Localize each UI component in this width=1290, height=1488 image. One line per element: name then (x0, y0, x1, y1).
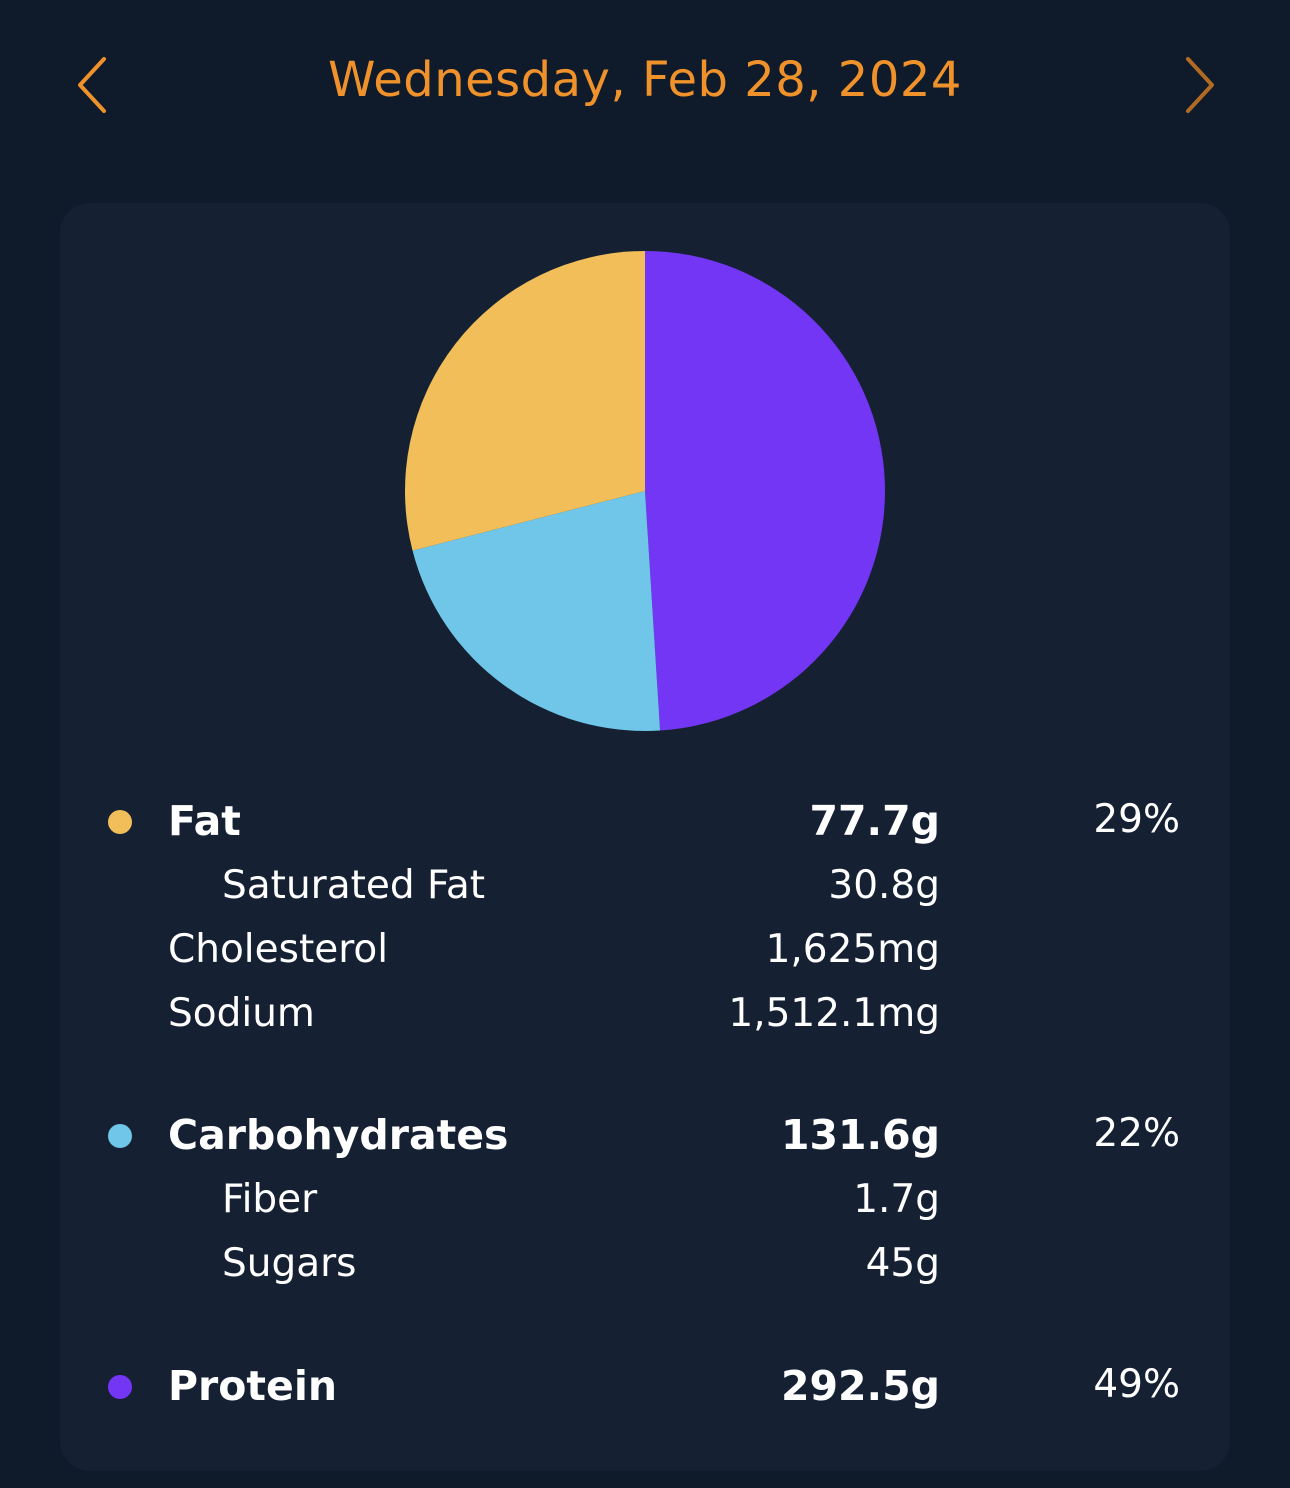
pie-slice-fat (405, 251, 645, 551)
sodium-label: Sodium (168, 991, 315, 1036)
sugars-label: Sugars (222, 1241, 357, 1286)
date-header: Wednesday, Feb 28, 2024 (0, 0, 1290, 175)
sugars-row: Sugars 45g (60, 1235, 1230, 1295)
cholesterol-label: Cholesterol (168, 927, 389, 972)
fat-legend-dot (108, 810, 132, 834)
chevron-left-icon (78, 57, 106, 113)
protein-legend-dot (108, 1375, 132, 1399)
previous-day-button[interactable] (62, 50, 126, 120)
date-title[interactable]: Wednesday, Feb 28, 2024 (328, 52, 962, 108)
chevron-right-icon (1186, 57, 1214, 113)
protein-row[interactable]: Protein 292.5g 49% (60, 1356, 1230, 1416)
saturated-fat-row: Saturated Fat 30.8g (60, 857, 1230, 917)
pie-slice-protein (645, 251, 886, 731)
fat-amount: 77.7g (809, 797, 940, 845)
next-day-button[interactable] (1166, 50, 1230, 120)
carbohydrates-row[interactable]: Carbohydrates 131.6g 22% (60, 1105, 1230, 1165)
carbohydrates-amount: 131.6g (780, 1111, 940, 1159)
protein-label: Protein (168, 1362, 338, 1410)
pie-slice-carbohydrates (412, 491, 661, 731)
sodium-row: Sodium 1,512.1mg (60, 985, 1230, 1045)
cholesterol-row: Cholesterol 1,625mg (60, 921, 1230, 981)
fat-label: Fat (168, 797, 241, 845)
macros-pie-chart (405, 251, 886, 731)
fiber-label: Fiber (222, 1177, 318, 1222)
protein-percent: 49% (1093, 1362, 1180, 1407)
saturated-fat-amount: 30.8g (828, 863, 940, 908)
fat-row[interactable]: Fat 77.7g 29% (60, 791, 1230, 851)
saturated-fat-label: Saturated Fat (222, 863, 486, 908)
fiber-row: Fiber 1.7g (60, 1171, 1230, 1231)
carbohydrates-label: Carbohydrates (168, 1111, 509, 1159)
sodium-amount: 1,512.1mg (728, 991, 940, 1036)
fiber-amount: 1.7g (853, 1177, 940, 1222)
cholesterol-amount: 1,625mg (765, 927, 940, 972)
protein-amount: 292.5g (780, 1362, 940, 1410)
carbohydrates-percent: 22% (1093, 1111, 1180, 1156)
macros-card: Fat 77.7g 29% Saturated Fat 30.8g Choles… (60, 203, 1230, 1471)
carbohydrates-legend-dot (108, 1124, 132, 1148)
sugars-amount: 45g (865, 1241, 940, 1286)
fat-percent: 29% (1093, 797, 1180, 842)
